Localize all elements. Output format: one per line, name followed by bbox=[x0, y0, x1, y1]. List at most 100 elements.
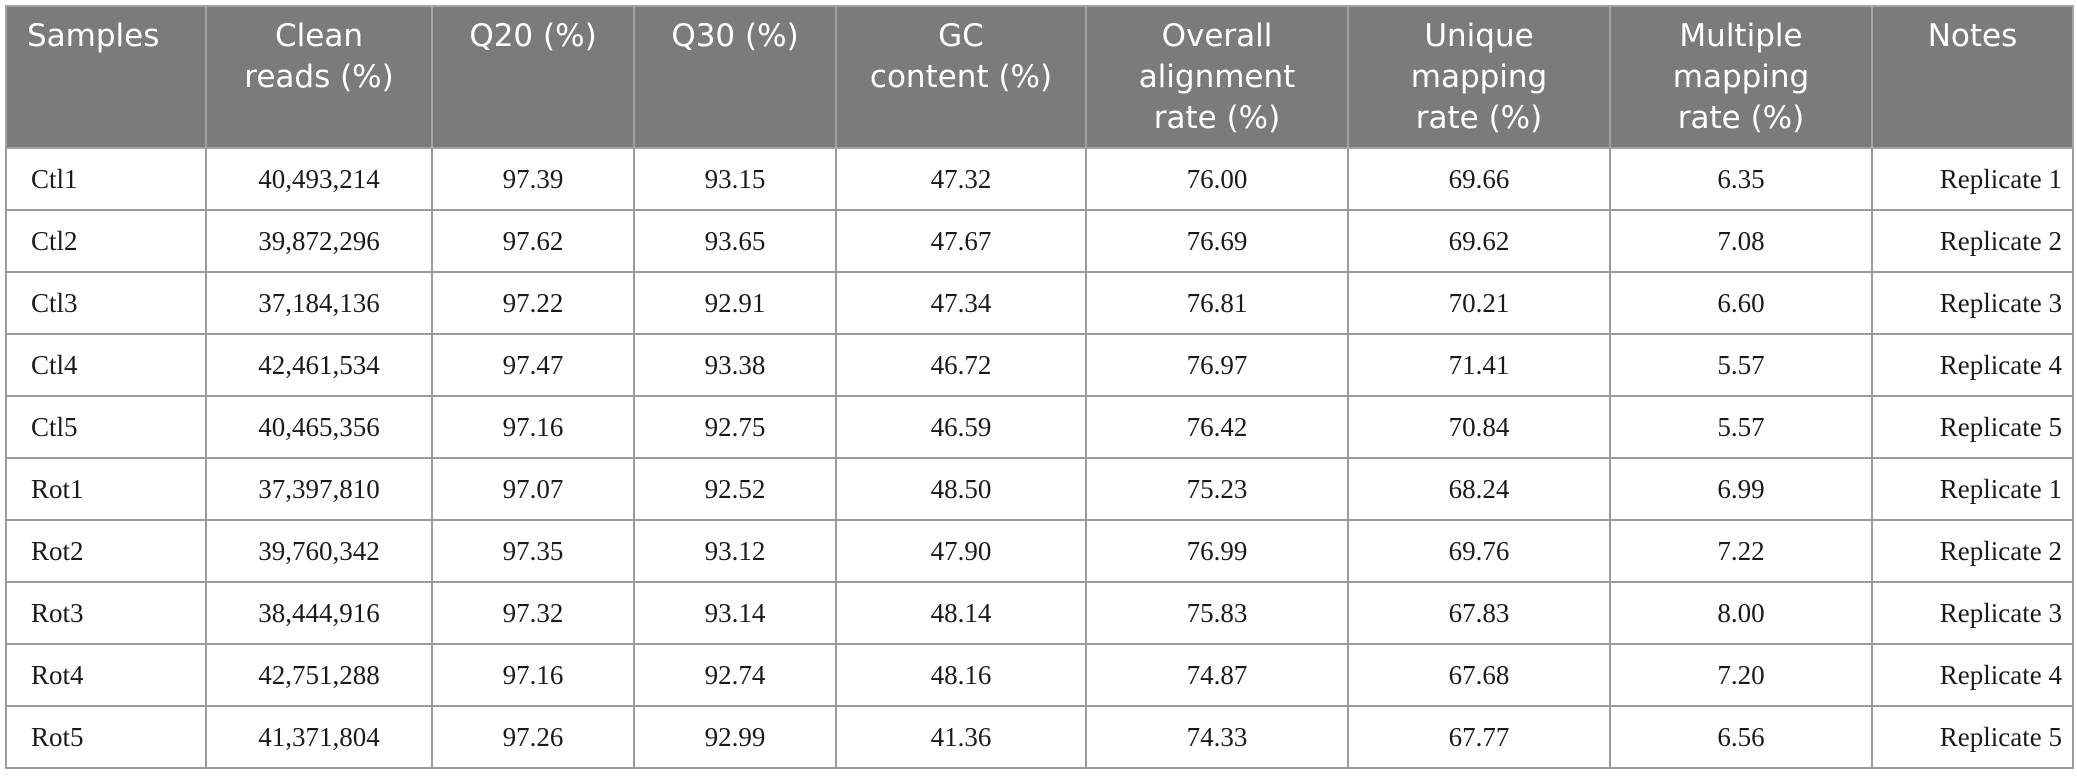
cell-sample: Ctl5 bbox=[5, 395, 207, 459]
cell-overall-alignment-rate: 74.87 bbox=[1085, 643, 1349, 707]
cell-unique-mapping-rate: 71.41 bbox=[1347, 333, 1611, 397]
cell-gc-content: 41.36 bbox=[835, 705, 1087, 769]
table-row: Ctl3 37,184,136 97.22 92.91 47.34 76.81 70.21 6… bbox=[5, 271, 2074, 335]
table-row: Rot2 39,760,342 97.35 93.12 47.90 76.99 69.76 7… bbox=[5, 519, 2074, 583]
cell-gc-content: 47.67 bbox=[835, 209, 1087, 273]
cell-gc-content: 48.16 bbox=[835, 643, 1087, 707]
cell-q20: 97.07 bbox=[431, 457, 635, 521]
cell-q30: 92.99 bbox=[633, 705, 837, 769]
cell-unique-mapping-rate: 67.83 bbox=[1347, 581, 1611, 645]
cell-notes: Replicate 5 bbox=[1871, 395, 2074, 459]
cell-sample: Ctl2 bbox=[5, 209, 207, 273]
cell-q30: 93.14 bbox=[633, 581, 837, 645]
cell-clean-reads: 39,760,342 bbox=[205, 519, 433, 583]
cell-sample: Rot3 bbox=[5, 581, 207, 645]
header-multiple-mapping-rate: Multiple mapping rate (%) bbox=[1609, 5, 1873, 149]
table-row: Rot1 37,397,810 97.07 92.52 48.50 75.23 68.24 6… bbox=[5, 457, 2074, 521]
cell-multiple-mapping-rate: 7.22 bbox=[1609, 519, 1873, 583]
sequencing-stats-table: Samples Clean reads (%) Q20 (%) Q30 (%) GC con… bbox=[5, 5, 2074, 769]
cell-notes: Replicate 4 bbox=[1871, 643, 2074, 707]
cell-q30: 92.75 bbox=[633, 395, 837, 459]
cell-overall-alignment-rate: 74.33 bbox=[1085, 705, 1349, 769]
cell-gc-content: 46.59 bbox=[835, 395, 1087, 459]
cell-sample: Ctl3 bbox=[5, 271, 207, 335]
cell-q20: 97.35 bbox=[431, 519, 635, 583]
cell-overall-alignment-rate: 76.42 bbox=[1085, 395, 1349, 459]
cell-gc-content: 46.72 bbox=[835, 333, 1087, 397]
cell-sample: Rot2 bbox=[5, 519, 207, 583]
cell-notes: Replicate 3 bbox=[1871, 581, 2074, 645]
cell-multiple-mapping-rate: 8.00 bbox=[1609, 581, 1873, 645]
cell-sample: Ctl4 bbox=[5, 333, 207, 397]
cell-unique-mapping-rate: 69.62 bbox=[1347, 209, 1611, 273]
cell-overall-alignment-rate: 76.99 bbox=[1085, 519, 1349, 583]
cell-unique-mapping-rate: 69.66 bbox=[1347, 147, 1611, 211]
table-row: Ctl5 40,465,356 97.16 92.75 46.59 76.42 70.84 5… bbox=[5, 395, 2074, 459]
cell-q30: 92.52 bbox=[633, 457, 837, 521]
cell-notes: Replicate 1 bbox=[1871, 457, 2074, 521]
cell-multiple-mapping-rate: 7.08 bbox=[1609, 209, 1873, 273]
cell-notes: Replicate 3 bbox=[1871, 271, 2074, 335]
cell-overall-alignment-rate: 76.69 bbox=[1085, 209, 1349, 273]
cell-sample: Ctl1 bbox=[5, 147, 207, 211]
cell-q30: 92.91 bbox=[633, 271, 837, 335]
cell-q30: 93.65 bbox=[633, 209, 837, 273]
header-unique-mapping-rate: Unique mapping rate (%) bbox=[1347, 5, 1611, 149]
cell-q20: 97.39 bbox=[431, 147, 635, 211]
cell-multiple-mapping-rate: 5.57 bbox=[1609, 395, 1873, 459]
cell-notes: Replicate 4 bbox=[1871, 333, 2074, 397]
cell-notes: Replicate 2 bbox=[1871, 519, 2074, 583]
table-row: Ctl1 40,493,214 97.39 93.15 47.32 76.00 69.66 6… bbox=[5, 147, 2074, 211]
header-q30: Q30 (%) bbox=[633, 5, 837, 149]
cell-gc-content: 47.34 bbox=[835, 271, 1087, 335]
cell-q20: 97.22 bbox=[431, 271, 635, 335]
cell-q20: 97.62 bbox=[431, 209, 635, 273]
cell-multiple-mapping-rate: 6.99 bbox=[1609, 457, 1873, 521]
header-clean-reads: Clean reads (%) bbox=[205, 5, 433, 149]
cell-overall-alignment-rate: 75.23 bbox=[1085, 457, 1349, 521]
cell-q30: 92.74 bbox=[633, 643, 837, 707]
cell-multiple-mapping-rate: 6.60 bbox=[1609, 271, 1873, 335]
header-samples: Samples bbox=[5, 5, 207, 149]
cell-clean-reads: 39,872,296 bbox=[205, 209, 433, 273]
cell-notes: Replicate 1 bbox=[1871, 147, 2074, 211]
cell-q30: 93.12 bbox=[633, 519, 837, 583]
cell-unique-mapping-rate: 70.84 bbox=[1347, 395, 1611, 459]
cell-q20: 97.26 bbox=[431, 705, 635, 769]
cell-clean-reads: 38,444,916 bbox=[205, 581, 433, 645]
cell-multiple-mapping-rate: 7.20 bbox=[1609, 643, 1873, 707]
cell-clean-reads: 37,184,136 bbox=[205, 271, 433, 335]
table-row: Ctl4 42,461,534 97.47 93.38 46.72 76.97 71.41 5… bbox=[5, 333, 2074, 397]
cell-notes: Replicate 5 bbox=[1871, 705, 2074, 769]
cell-clean-reads: 42,751,288 bbox=[205, 643, 433, 707]
table-row: Rot4 42,751,288 97.16 92.74 48.16 74.87 67.68 7… bbox=[5, 643, 2074, 707]
cell-clean-reads: 40,493,214 bbox=[205, 147, 433, 211]
header-notes: Notes bbox=[1871, 5, 2074, 149]
cell-clean-reads: 37,397,810 bbox=[205, 457, 433, 521]
cell-overall-alignment-rate: 76.00 bbox=[1085, 147, 1349, 211]
cell-unique-mapping-rate: 68.24 bbox=[1347, 457, 1611, 521]
cell-sample: Rot5 bbox=[5, 705, 207, 769]
cell-overall-alignment-rate: 76.81 bbox=[1085, 271, 1349, 335]
cell-multiple-mapping-rate: 6.56 bbox=[1609, 705, 1873, 769]
table-row: Rot3 38,444,916 97.32 93.14 48.14 75.83 67.83 8… bbox=[5, 581, 2074, 645]
cell-overall-alignment-rate: 75.83 bbox=[1085, 581, 1349, 645]
cell-notes: Replicate 2 bbox=[1871, 209, 2074, 273]
cell-q20: 97.16 bbox=[431, 643, 635, 707]
cell-q30: 93.38 bbox=[633, 333, 837, 397]
header-q20: Q20 (%) bbox=[431, 5, 635, 149]
cell-gc-content: 48.14 bbox=[835, 581, 1087, 645]
cell-unique-mapping-rate: 70.21 bbox=[1347, 271, 1611, 335]
cell-unique-mapping-rate: 69.76 bbox=[1347, 519, 1611, 583]
header-row: Samples Clean reads (%) Q20 (%) Q30 (%) GC con… bbox=[5, 5, 2074, 149]
cell-q20: 97.32 bbox=[431, 581, 635, 645]
cell-sample: Rot4 bbox=[5, 643, 207, 707]
table-row: Rot5 41,371,804 97.26 92.99 41.36 74.33 67.77 6… bbox=[5, 705, 2074, 769]
cell-clean-reads: 42,461,534 bbox=[205, 333, 433, 397]
cell-gc-content: 48.50 bbox=[835, 457, 1087, 521]
cell-clean-reads: 41,371,804 bbox=[205, 705, 433, 769]
table-row: Ctl2 39,872,296 97.62 93.65 47.67 76.69 69.62 7… bbox=[5, 209, 2074, 273]
cell-clean-reads: 40,465,356 bbox=[205, 395, 433, 459]
cell-multiple-mapping-rate: 6.35 bbox=[1609, 147, 1873, 211]
cell-q20: 97.16 bbox=[431, 395, 635, 459]
